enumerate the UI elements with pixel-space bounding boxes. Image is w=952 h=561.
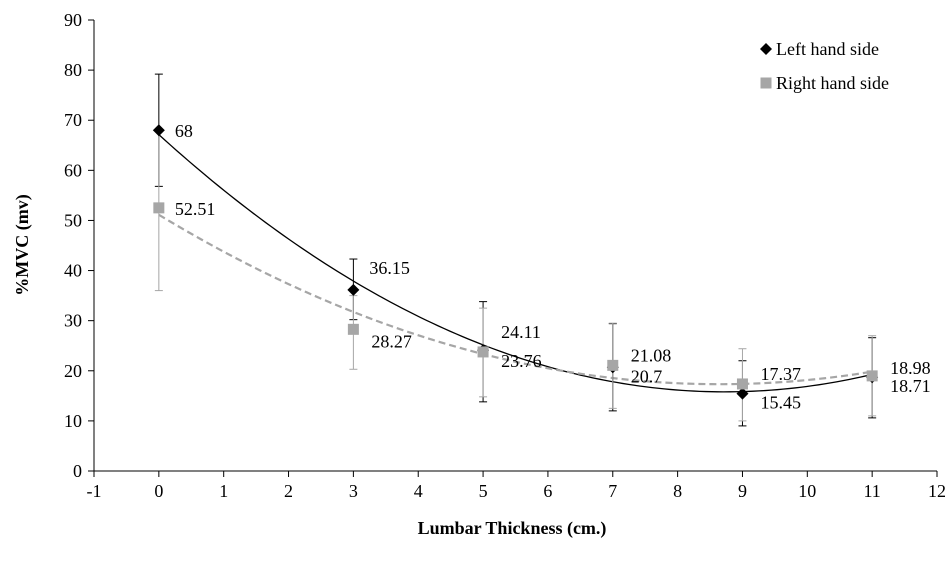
square-marker [736, 378, 748, 390]
x-tick-label: 7 [608, 481, 617, 501]
data-label: 24.11 [501, 322, 541, 342]
data-label: 28.27 [371, 331, 412, 351]
data-label: 17.37 [760, 364, 801, 384]
x-tick-label: 6 [543, 481, 552, 501]
trendline-left [158, 134, 873, 393]
x-tick-label: 4 [414, 481, 423, 501]
legend-label: Left hand side [776, 39, 879, 59]
legend-label: Right hand side [776, 73, 889, 93]
data-label: 21.08 [631, 345, 672, 365]
trendline-right [158, 213, 873, 386]
legend-diamond-marker [760, 43, 772, 55]
data-label: 18.98 [890, 358, 931, 378]
data-label: 15.45 [760, 393, 801, 413]
square-marker [477, 346, 489, 358]
data-markers [152, 124, 879, 400]
data-label: 52.51 [175, 199, 216, 219]
trendlines [158, 134, 873, 393]
diamond-marker [152, 124, 165, 137]
diamond-marker [736, 387, 749, 400]
legend: Left hand side Right hand side [760, 39, 889, 93]
square-marker [347, 323, 359, 335]
x-tick-label: -1 [87, 481, 102, 501]
y-tick-label: 50 [64, 210, 82, 230]
y-tick-label: 30 [64, 311, 82, 331]
data-labels: 68 36.15 24.11 20.7 15.45 18.71 52.51 28.27 23.7… [175, 121, 931, 412]
x-tick-label: 1 [219, 481, 228, 501]
x-tick-label: 12 [928, 481, 946, 501]
square-marker [866, 370, 878, 382]
diamond-marker [347, 283, 360, 296]
y-tick-label: 0 [73, 461, 82, 481]
data-label: 18.71 [890, 376, 931, 396]
x-tick-label: 10 [798, 481, 816, 501]
y-tick-label: 10 [64, 411, 82, 431]
legend-square-marker [760, 77, 772, 89]
y-tick-label: 40 [64, 261, 82, 281]
x-tick-label: 0 [154, 481, 163, 501]
x-axis-title: Lumbar Thickness (cm.) [418, 518, 607, 539]
data-label: 20.7 [631, 366, 663, 386]
x-tick-label: 9 [738, 481, 747, 501]
data-label: 68 [175, 121, 193, 141]
y-tick-label: 90 [64, 10, 82, 30]
x-tick-label: 8 [673, 481, 682, 501]
x-tick-label: 5 [479, 481, 488, 501]
x-tick-label: 11 [863, 481, 880, 501]
square-marker [153, 202, 165, 214]
data-label: 36.15 [369, 258, 410, 278]
y-tick-label: 80 [64, 60, 82, 80]
y-axis-title: %MVC (mv) [12, 194, 33, 295]
square-marker [607, 359, 619, 371]
x-tick-label: 2 [284, 481, 293, 501]
x-tick-label: 3 [349, 481, 358, 501]
y-tick-label: 60 [64, 160, 82, 180]
y-tick-label: 20 [64, 361, 82, 381]
data-label: 23.76 [501, 351, 541, 371]
y-tick-label: 70 [64, 110, 82, 130]
